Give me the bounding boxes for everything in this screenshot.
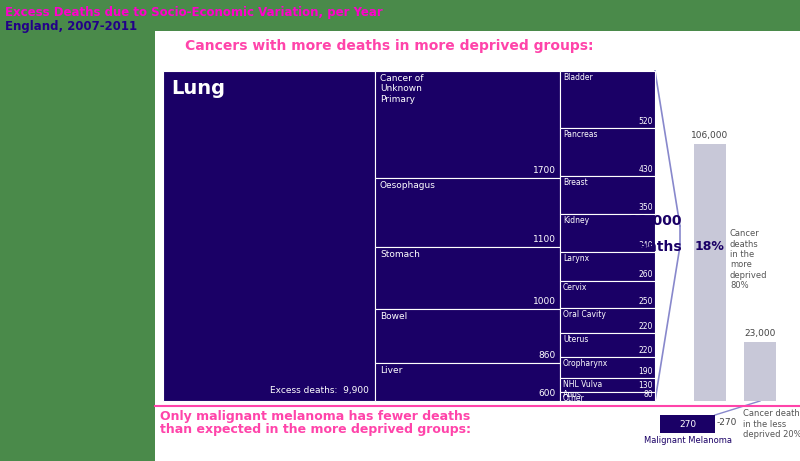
Text: 270: 270: [679, 420, 696, 429]
Text: Cancer
deaths
in the
more
deprived
80%: Cancer deaths in the more deprived 80%: [730, 229, 767, 290]
Bar: [560, 176, 655, 214]
Bar: [744, 342, 776, 401]
Bar: [560, 252, 655, 281]
Text: 250: 250: [638, 297, 653, 306]
Text: England, 2007-2011: England, 2007-2011: [5, 20, 137, 33]
Text: Larynx: Larynx: [563, 254, 589, 263]
Text: Cancer deaths
in the less
deprived 20%: Cancer deaths in the less deprived 20%: [743, 409, 800, 439]
Text: Oral Cavity: Oral Cavity: [563, 310, 606, 319]
Text: 1000: 1000: [533, 297, 556, 307]
Bar: [560, 214, 655, 252]
Text: 80: 80: [643, 390, 653, 399]
Bar: [155, 31, 800, 461]
Text: Liver: Liver: [380, 366, 402, 375]
Text: Pancreas: Pancreas: [563, 130, 598, 139]
Text: than expected in the more deprived groups:: than expected in the more deprived group…: [160, 423, 471, 436]
Text: -270: -270: [717, 418, 738, 426]
Bar: [560, 332, 655, 357]
Text: deaths: deaths: [628, 240, 682, 254]
Text: 860: 860: [538, 351, 556, 361]
Bar: [560, 392, 655, 401]
Text: 220: 220: [638, 322, 653, 331]
Text: 190: 190: [638, 367, 653, 376]
Text: Only malignant melanoma has fewer deaths: Only malignant melanoma has fewer deaths: [160, 410, 470, 423]
Text: 520: 520: [638, 118, 653, 126]
Text: Cancer of
Unknown
Primary: Cancer of Unknown Primary: [380, 74, 423, 104]
Text: Uterus: Uterus: [563, 335, 588, 343]
Text: 18%: 18%: [695, 240, 725, 253]
Text: Oropharynx: Oropharynx: [563, 359, 608, 368]
Text: 220: 220: [638, 346, 653, 355]
Bar: [660, 415, 715, 433]
Text: Oesophagus: Oesophagus: [380, 181, 436, 189]
Bar: [163, 71, 375, 401]
Text: Bladder: Bladder: [563, 73, 593, 82]
Text: Cervix: Cervix: [563, 283, 587, 292]
Text: 600: 600: [538, 389, 556, 398]
Text: Other: Other: [563, 394, 585, 403]
Text: Lung: Lung: [171, 79, 225, 98]
Bar: [560, 129, 655, 176]
Text: 340: 340: [638, 241, 653, 250]
Bar: [375, 71, 560, 177]
Text: NHL Vulva
Anus: NHL Vulva Anus: [563, 380, 602, 399]
Bar: [560, 378, 655, 392]
Text: 350: 350: [638, 203, 653, 213]
Bar: [560, 308, 655, 332]
Bar: [375, 309, 560, 363]
Text: Stomach: Stomach: [380, 250, 420, 259]
Text: Kidney: Kidney: [563, 217, 589, 225]
Bar: [560, 357, 655, 378]
Text: 430: 430: [638, 165, 653, 174]
Text: 1100: 1100: [533, 235, 556, 244]
Text: 19,000: 19,000: [628, 214, 682, 228]
Text: 130: 130: [638, 381, 653, 390]
Bar: [694, 144, 726, 401]
Bar: [560, 281, 655, 308]
Text: Bowel: Bowel: [380, 313, 407, 321]
Text: Cancers with more deaths in more deprived groups:: Cancers with more deaths in more deprive…: [185, 39, 594, 53]
Text: 260: 260: [638, 270, 653, 279]
Text: 1700: 1700: [533, 165, 556, 175]
Text: Excess Deaths due to Socio-Economic Variation, per Year: Excess Deaths due to Socio-Economic Vari…: [5, 6, 382, 19]
Text: Excess deaths:  9,900: Excess deaths: 9,900: [270, 386, 369, 395]
Bar: [375, 247, 560, 309]
Bar: [375, 177, 560, 247]
Bar: [560, 71, 655, 129]
Bar: [375, 363, 560, 401]
Text: 23,000: 23,000: [744, 329, 776, 338]
Text: 106,000: 106,000: [691, 131, 729, 140]
Text: Malignant Melanoma: Malignant Melanoma: [643, 436, 731, 445]
Text: Breast: Breast: [563, 178, 588, 187]
